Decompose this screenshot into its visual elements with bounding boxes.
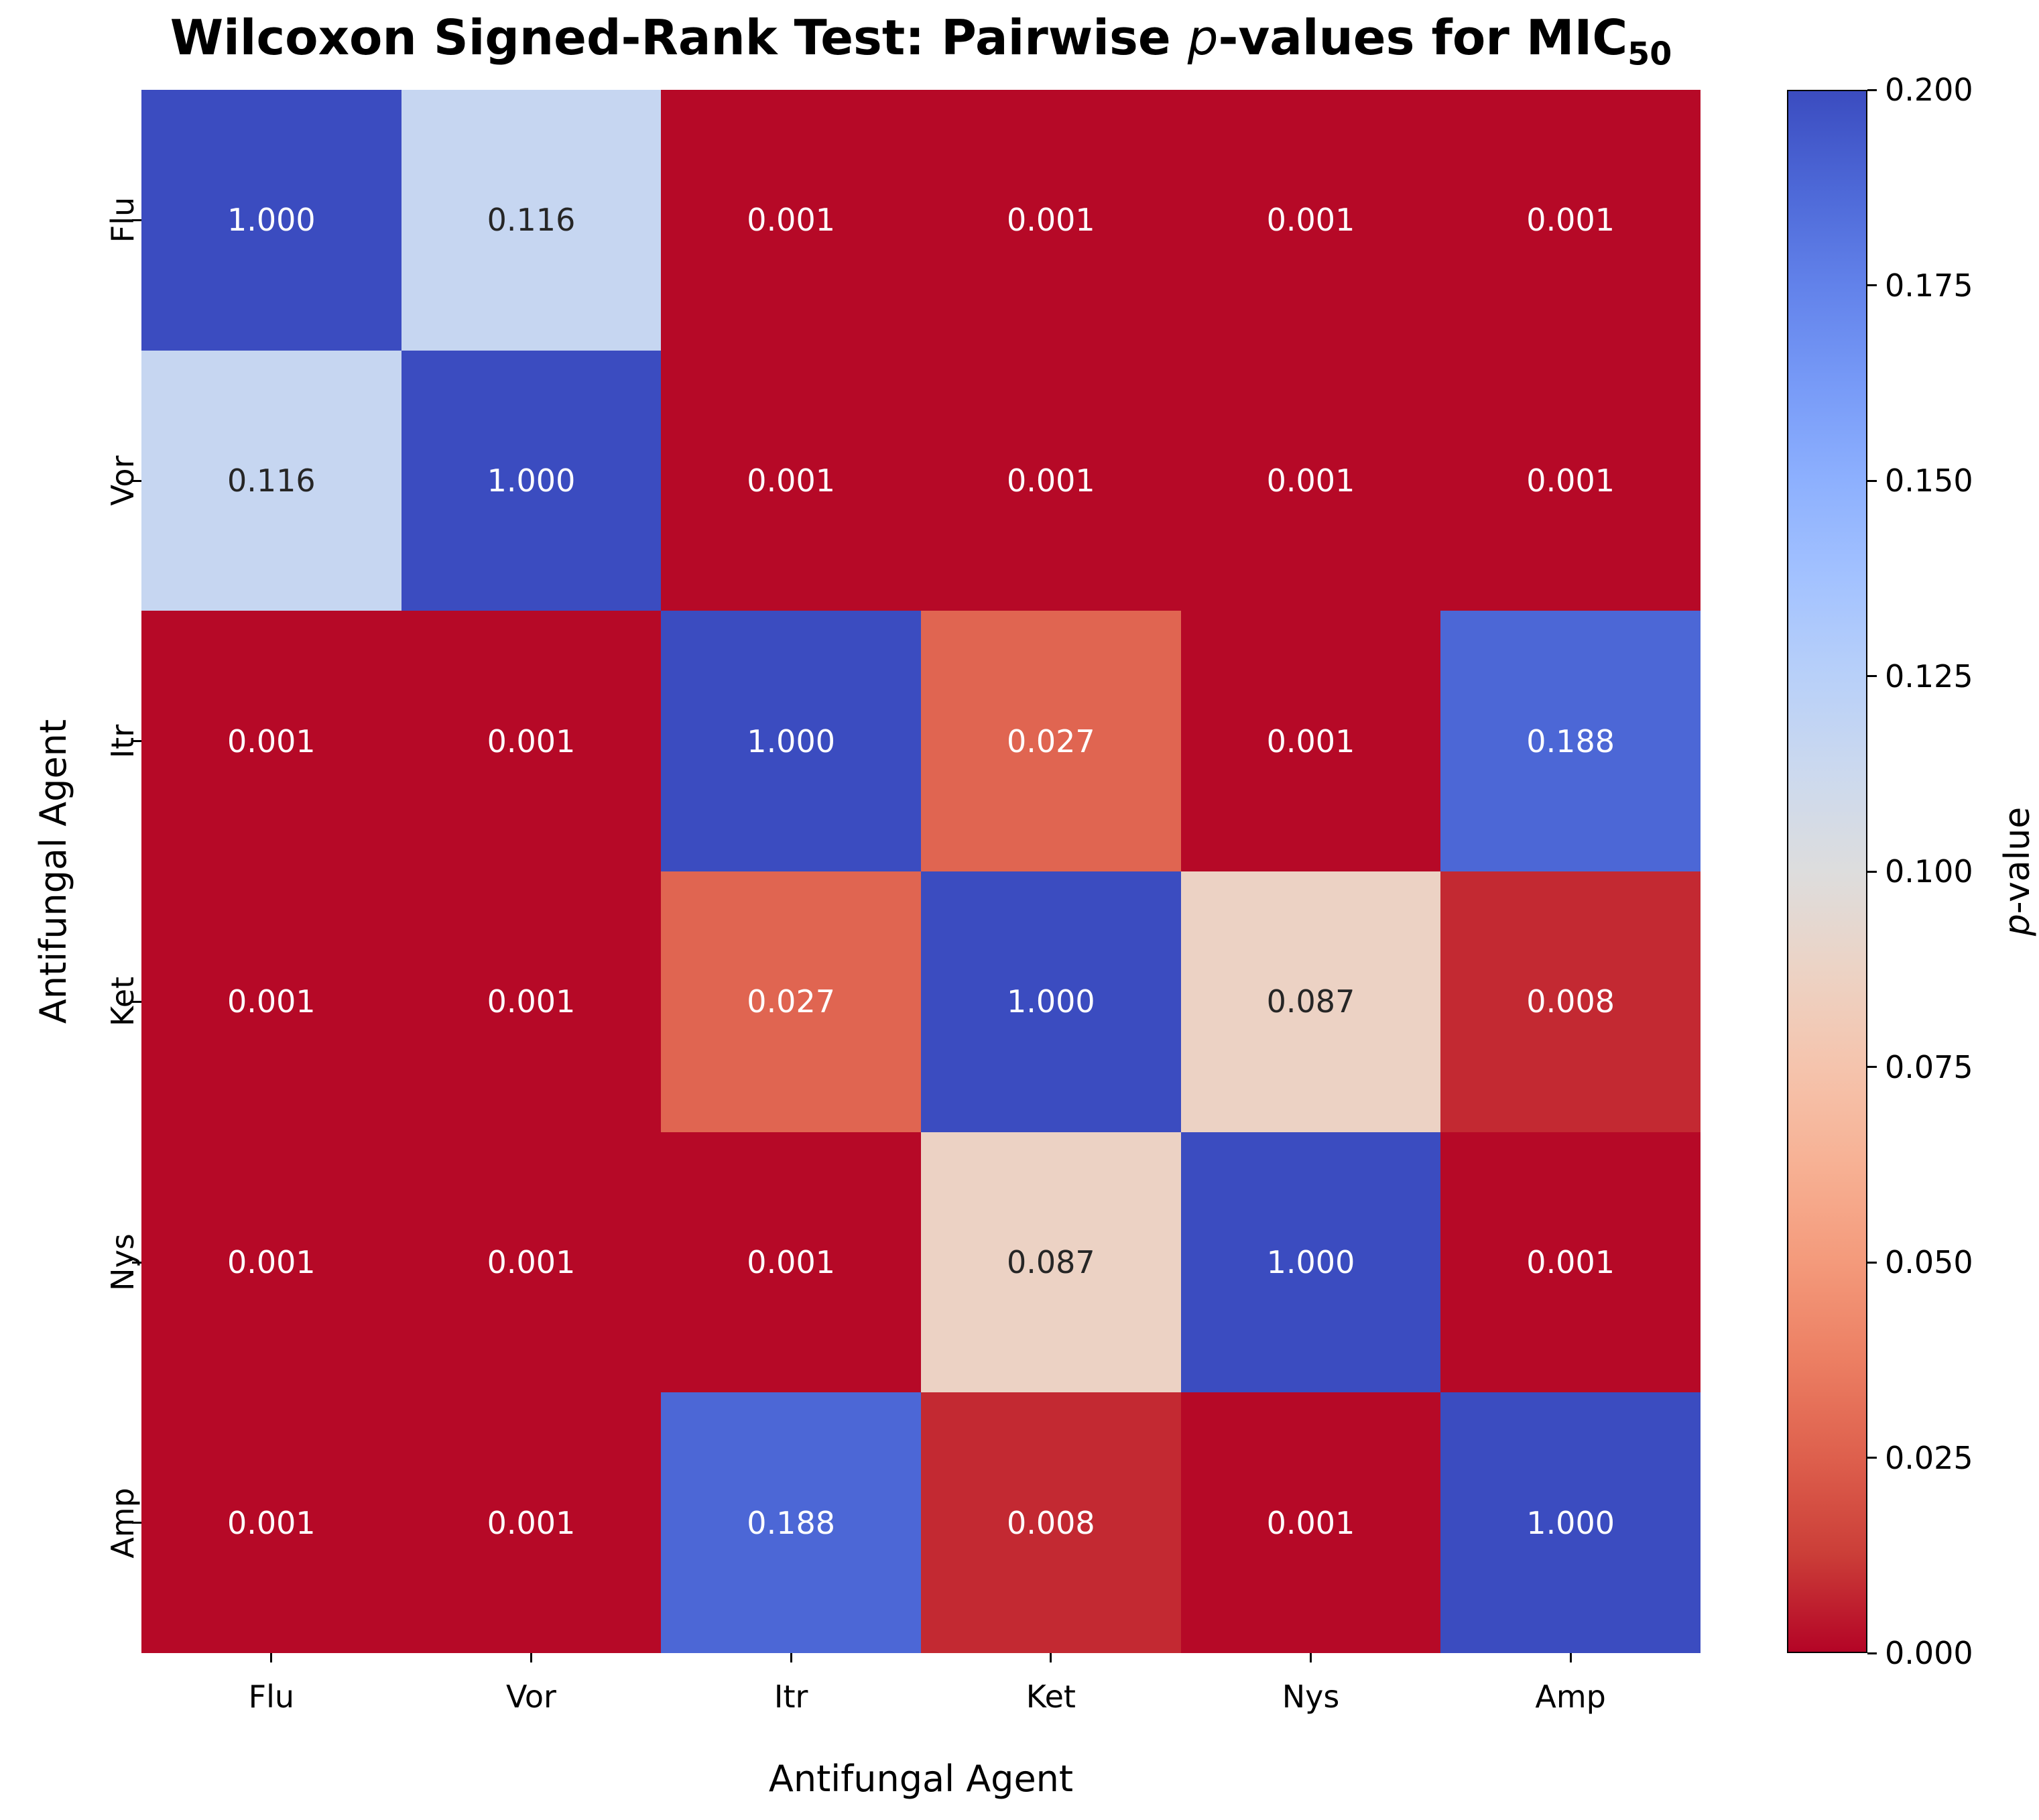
heatmap-cell-Amp-Itr: 0.188	[661, 1392, 921, 1653]
colorbar-tick-label-0.100: 0.100	[1885, 853, 1973, 890]
heatmap-cell-Nys-Vor: 0.001	[401, 1132, 662, 1393]
heatmap-cell-Amp-Nys: 0.001	[1180, 1392, 1441, 1653]
y-tick-label-Amp: Amp	[105, 1487, 141, 1559]
heatmap-cell-Itr-Itr: 1.000	[661, 611, 921, 871]
heatmap-cell-Ket-Nys: 0.087	[1180, 871, 1441, 1132]
y-tick-label-Vor: Vor	[105, 455, 141, 506]
heatmap-cell-Flu-Flu: 1.000	[141, 90, 401, 351]
heatmap-cell-Flu-Nys: 0.001	[1180, 90, 1441, 351]
y-tick-mark	[132, 1522, 141, 1524]
heatmap-cell-Vor-Vor: 1.000	[401, 350, 662, 611]
colorbar-tick-label-0.175: 0.175	[1885, 267, 1973, 304]
colorbar-tick-mark	[1867, 284, 1877, 286]
heatmap-cell-Nys-Nys: 1.000	[1180, 1132, 1441, 1393]
x-axis-label: Antifungal Agent	[768, 1758, 1074, 1800]
heatmap-cell-Ket-Itr: 0.027	[661, 871, 921, 1132]
colorbar-tick-label-0.150: 0.150	[1885, 463, 1973, 499]
y-axis-label: Antifungal Agent	[32, 719, 74, 1024]
heatmap-cell-Itr-Flu: 0.001	[141, 611, 401, 871]
x-tick-label-Nys: Nys	[1282, 1679, 1340, 1715]
heatmap-cell-Nys-Flu: 0.001	[141, 1132, 401, 1393]
colorbar-tick-mark	[1867, 870, 1877, 873]
heatmap-cell-Flu-Itr: 0.001	[661, 90, 921, 351]
heatmap-cell-Nys-Amp: 0.001	[1440, 1132, 1701, 1393]
colorbar-label-italic-p: p	[1997, 914, 2038, 936]
heatmap-cell-Vor-Amp: 0.001	[1440, 350, 1701, 611]
colorbar-gradient	[1787, 90, 1867, 1653]
heatmap-cell-Vor-Flu: 0.116	[141, 350, 401, 611]
colorbar-tick-label-0.050: 0.050	[1885, 1244, 1973, 1280]
x-tick-mark	[1569, 1653, 1572, 1662]
heatmap-cell-Ket-Amp: 0.008	[1440, 871, 1701, 1132]
colorbar-tick-label-0.000: 0.000	[1885, 1635, 1973, 1671]
title-text-2: -values for MIC	[1218, 9, 1628, 66]
heatmap-cell-Amp-Flu: 0.001	[141, 1392, 401, 1653]
colorbar-tick-label-0.075: 0.075	[1885, 1048, 1973, 1085]
x-tick-mark	[1310, 1653, 1312, 1662]
heatmap-cell-Itr-Vor: 0.001	[401, 611, 662, 871]
heatmap-cell-Ket-Flu: 0.001	[141, 871, 401, 1132]
y-tick-label-Flu: Flu	[105, 197, 141, 243]
heatmap-cell-Vor-Nys: 0.001	[1180, 350, 1441, 611]
colorbar-tick-label-0.025: 0.025	[1885, 1439, 1973, 1476]
x-tick-label-Vor: Vor	[506, 1679, 556, 1715]
y-tick-mark	[132, 1261, 141, 1264]
heatmap-cell-Nys-Itr: 0.001	[661, 1132, 921, 1393]
title-text: Wilcoxon Signed-Rank Test: Pairwise	[170, 9, 1188, 66]
x-tick-label-Flu: Flu	[248, 1679, 295, 1715]
heatmap-grid: 1.000 0.116 0.001 0.001 0.001 0.001 0.116 1.000…	[141, 90, 1701, 1653]
heatmap-cell-Itr-Nys: 0.001	[1180, 611, 1441, 871]
heatmap-cell-Flu-Ket: 0.001	[920, 90, 1181, 351]
colorbar-tick-mark	[1867, 88, 1877, 91]
heatmap-cell-Amp-Amp: 1.000	[1440, 1392, 1701, 1653]
colorbar-tick-mark	[1867, 479, 1877, 482]
heatmap-cell-Flu-Amp: 0.001	[1440, 90, 1701, 351]
x-tick-label-Itr: Itr	[774, 1679, 808, 1715]
y-tick-label-Nys: Nys	[105, 1233, 141, 1291]
heatmap-cell-Amp-Ket: 0.008	[920, 1392, 1181, 1653]
x-tick-mark	[790, 1653, 792, 1662]
colorbar-label: p-value	[1997, 731, 2038, 1012]
heatmap-cell-Ket-Vor: 0.001	[401, 871, 662, 1132]
heatmap-cell-Flu-Vor: 0.116	[401, 90, 662, 351]
y-tick-mark	[132, 740, 141, 743]
heatmap-cell-Amp-Vor: 0.001	[401, 1392, 662, 1653]
heatmap-cell-Vor-Itr: 0.001	[661, 350, 921, 611]
colorbar-label-text: -value	[1997, 806, 2038, 914]
chart-title: Wilcoxon Signed-Rank Test: Pairwise p-va…	[141, 9, 1701, 72]
title-subscript: 50	[1627, 36, 1672, 73]
heatmap-cell-Nys-Ket: 0.087	[920, 1132, 1181, 1393]
y-tick-mark	[132, 479, 141, 482]
x-tick-mark	[270, 1653, 273, 1662]
heatmap-cell-Itr-Ket: 0.027	[920, 611, 1181, 871]
heatmap-cell-Ket-Ket: 1.000	[920, 871, 1181, 1132]
x-tick-label-Amp: Amp	[1535, 1679, 1606, 1715]
heatmap-cell-Vor-Ket: 0.001	[920, 350, 1181, 611]
colorbar-tick-mark	[1867, 1261, 1877, 1264]
y-tick-label-Itr: Itr	[105, 724, 141, 758]
y-tick-label-Ket: Ket	[105, 977, 141, 1027]
colorbar-tick-mark	[1867, 1066, 1877, 1068]
title-italic-p: p	[1187, 9, 1219, 66]
colorbar-tick-mark	[1867, 675, 1877, 677]
heatmap-cell-Itr-Amp: 0.188	[1440, 611, 1701, 871]
colorbar-tick-mark	[1867, 1457, 1877, 1459]
x-tick-mark	[1050, 1653, 1052, 1662]
x-tick-label-Ket: Ket	[1026, 1679, 1076, 1715]
colorbar-tick-mark	[1867, 1652, 1877, 1654]
colorbar-tick-label-0.200: 0.200	[1885, 72, 1973, 108]
y-tick-mark	[132, 1000, 141, 1003]
y-tick-mark	[132, 219, 141, 221]
x-tick-mark	[530, 1653, 532, 1662]
colorbar-tick-label-0.125: 0.125	[1885, 658, 1973, 694]
